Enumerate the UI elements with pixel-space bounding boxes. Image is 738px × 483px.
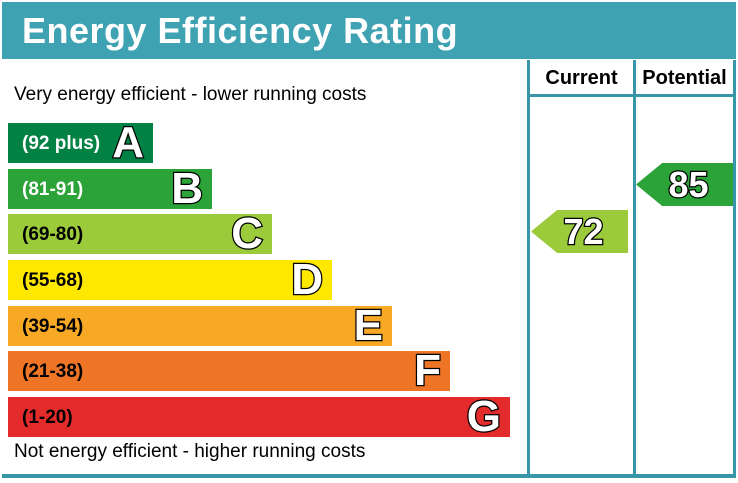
band-range-label: (21-38): [22, 361, 84, 382]
band-letter: F: [413, 345, 442, 396]
band-range-label: (69-80): [22, 224, 84, 245]
band-range-label: (1-20): [22, 407, 73, 428]
top-note: Very energy efficient - lower running co…: [14, 84, 367, 105]
bottom-note: Not energy efficient - higher running co…: [14, 441, 366, 462]
current-rating-arrow: 72: [531, 210, 628, 253]
title-bar: Energy Efficiency Rating: [2, 2, 736, 59]
band-row-a: (92 plus) A: [8, 117, 153, 168]
band-row-e: (39-54) E: [8, 300, 392, 351]
current-rating-value: 72: [562, 210, 605, 253]
band-row-b: (81-91) B: [8, 163, 212, 214]
chart-title: Energy Efficiency Rating: [22, 9, 459, 51]
band-letter: C: [230, 208, 264, 259]
band-letter: D: [290, 254, 324, 305]
header-underline: [527, 94, 736, 97]
potential-rating-arrow: 85: [636, 163, 733, 206]
potential-column-header: Potential: [642, 66, 727, 89]
column-divider-right: [733, 60, 736, 478]
band-row-g: (1-20) G: [8, 391, 510, 442]
band-range-label: (39-54): [22, 316, 84, 337]
band-row-f: (21-38) F: [8, 345, 450, 396]
band-letter: B: [170, 163, 204, 214]
column-divider-middle: [633, 60, 636, 478]
band-range-label: (92 plus): [22, 133, 101, 154]
band-row-d: (55-68) D: [8, 254, 332, 305]
band-letter: E: [352, 300, 384, 351]
potential-rating-value: 85: [667, 163, 710, 206]
band-letter: A: [111, 117, 145, 168]
column-divider-left: [527, 60, 530, 478]
band-row-c: (69-80) C: [8, 208, 272, 259]
band-range-label: (81-91): [22, 179, 84, 200]
current-column-header: Current: [545, 66, 618, 89]
band-range-label: (55-68): [22, 270, 84, 291]
bottom-border: [2, 474, 736, 478]
band-letter: G: [466, 391, 503, 442]
